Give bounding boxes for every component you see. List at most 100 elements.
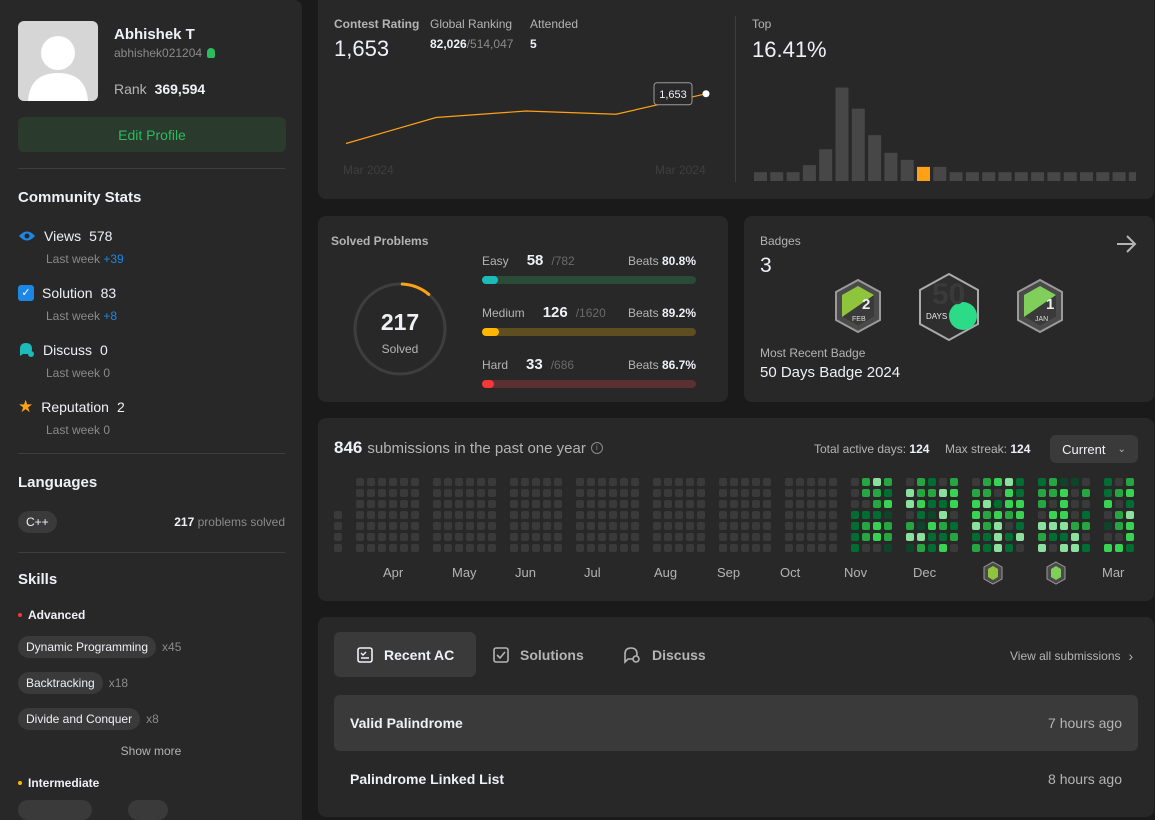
heatmap-day[interactable] — [906, 533, 914, 541]
heatmap-day[interactable] — [1126, 489, 1134, 497]
heatmap-day[interactable] — [521, 533, 529, 541]
heatmap-day[interactable] — [345, 500, 353, 508]
heatmap-day[interactable] — [1027, 478, 1035, 486]
heatmap-day[interactable] — [642, 500, 650, 508]
skill-tag[interactable]: Dynamic Programming — [18, 636, 157, 658]
heatmap-day[interactable] — [455, 533, 463, 541]
heatmap-day[interactable] — [433, 500, 441, 508]
heatmap-day[interactable] — [1027, 511, 1035, 519]
heatmap-day[interactable] — [1093, 544, 1101, 552]
heatmap-day[interactable] — [708, 500, 716, 508]
heatmap-day[interactable] — [1126, 500, 1134, 508]
heatmap-day[interactable] — [906, 522, 914, 530]
heatmap-day[interactable] — [543, 478, 551, 486]
heatmap-day[interactable] — [367, 500, 375, 508]
heatmap-day[interactable] — [488, 478, 496, 486]
heatmap-day[interactable] — [972, 478, 980, 486]
heatmap-day[interactable] — [345, 544, 353, 552]
skill-tag[interactable] — [18, 800, 92, 820]
heatmap-day[interactable] — [686, 500, 694, 508]
heatmap-day[interactable] — [444, 533, 452, 541]
heatmap-day[interactable] — [664, 489, 672, 497]
heatmap-day[interactable] — [697, 478, 705, 486]
heatmap-day[interactable] — [411, 533, 419, 541]
heatmap-day[interactable] — [455, 500, 463, 508]
heatmap-day[interactable] — [576, 489, 584, 497]
heatmap-day[interactable] — [367, 533, 375, 541]
heatmap-day[interactable] — [466, 522, 474, 530]
heatmap-day[interactable] — [642, 511, 650, 519]
heatmap-day[interactable] — [675, 489, 683, 497]
heatmap-day[interactable] — [1027, 544, 1035, 552]
heatmap-day[interactable] — [620, 533, 628, 541]
heatmap-day[interactable] — [532, 522, 540, 530]
heatmap-day[interactable] — [554, 511, 562, 519]
heatmap-day[interactable] — [510, 544, 518, 552]
heatmap-day[interactable] — [730, 511, 738, 519]
heatmap-day[interactable] — [994, 500, 1002, 508]
heatmap-day[interactable] — [961, 544, 969, 552]
heatmap-day[interactable] — [587, 511, 595, 519]
heatmap-day[interactable] — [664, 500, 672, 508]
heatmap-day[interactable] — [653, 522, 661, 530]
heatmap-day[interactable] — [1049, 511, 1057, 519]
heatmap-day[interactable] — [928, 500, 936, 508]
heatmap-day[interactable] — [422, 478, 430, 486]
heatmap-day[interactable] — [389, 489, 397, 497]
heatmap-day[interactable] — [730, 489, 738, 497]
heatmap-day[interactable] — [345, 533, 353, 541]
heatmap-day[interactable] — [543, 544, 551, 552]
heatmap-day[interactable] — [972, 489, 980, 497]
heatmap-day[interactable] — [950, 489, 958, 497]
heatmap-day[interactable] — [334, 500, 342, 508]
heatmap-day[interactable] — [1016, 489, 1024, 497]
heatmap-day[interactable] — [1005, 544, 1013, 552]
heatmap-day[interactable] — [928, 544, 936, 552]
heatmap-day[interactable] — [1093, 522, 1101, 530]
heatmap-day[interactable] — [675, 478, 683, 486]
heatmap-day[interactable] — [741, 522, 749, 530]
heatmap-day[interactable] — [708, 522, 716, 530]
heatmap-day[interactable] — [906, 478, 914, 486]
heatmap-day[interactable] — [763, 522, 771, 530]
heatmap-day[interactable] — [1115, 511, 1123, 519]
heatmap-day[interactable] — [1016, 511, 1024, 519]
heatmap-day[interactable] — [939, 544, 947, 552]
heatmap-day[interactable] — [785, 533, 793, 541]
heatmap-day[interactable] — [829, 533, 837, 541]
heatmap-day[interactable] — [521, 511, 529, 519]
heatmap-day[interactable] — [477, 478, 485, 486]
heatmap-day[interactable] — [477, 511, 485, 519]
heatmap-day[interactable] — [554, 478, 562, 486]
heatmap-day[interactable] — [620, 544, 628, 552]
heatmap-day[interactable] — [1049, 500, 1057, 508]
heatmap-day[interactable] — [686, 489, 694, 497]
heatmap-day[interactable] — [796, 478, 804, 486]
heatmap-day[interactable] — [708, 489, 716, 497]
heatmap-day[interactable] — [730, 544, 738, 552]
info-icon[interactable]: i — [590, 442, 603, 454]
heatmap-day[interactable] — [664, 511, 672, 519]
heatmap-day[interactable] — [807, 533, 815, 541]
heatmap-day[interactable] — [1060, 489, 1068, 497]
heatmap-day[interactable] — [983, 500, 991, 508]
heatmap-day[interactable] — [884, 489, 892, 497]
view-all-link[interactable]: View all submissions › — [1010, 648, 1133, 664]
heatmap-day[interactable] — [378, 533, 386, 541]
heatmap-day[interactable] — [961, 489, 969, 497]
heatmap-day[interactable] — [631, 500, 639, 508]
heatmap-day[interactable] — [510, 533, 518, 541]
heatmap-day[interactable] — [477, 489, 485, 497]
heatmap-day[interactable] — [939, 511, 947, 519]
heatmap-day[interactable] — [631, 522, 639, 530]
heatmap-day[interactable] — [477, 522, 485, 530]
arrow-right-icon[interactable] — [1115, 234, 1137, 254]
heatmap-day[interactable] — [939, 500, 947, 508]
heatmap-day[interactable] — [774, 500, 782, 508]
heatmap-day[interactable] — [796, 544, 804, 552]
heatmap-day[interactable] — [895, 489, 903, 497]
heatmap-day[interactable] — [895, 544, 903, 552]
heatmap-day[interactable] — [862, 478, 870, 486]
heatmap-day[interactable] — [598, 511, 606, 519]
heatmap-day[interactable] — [862, 544, 870, 552]
